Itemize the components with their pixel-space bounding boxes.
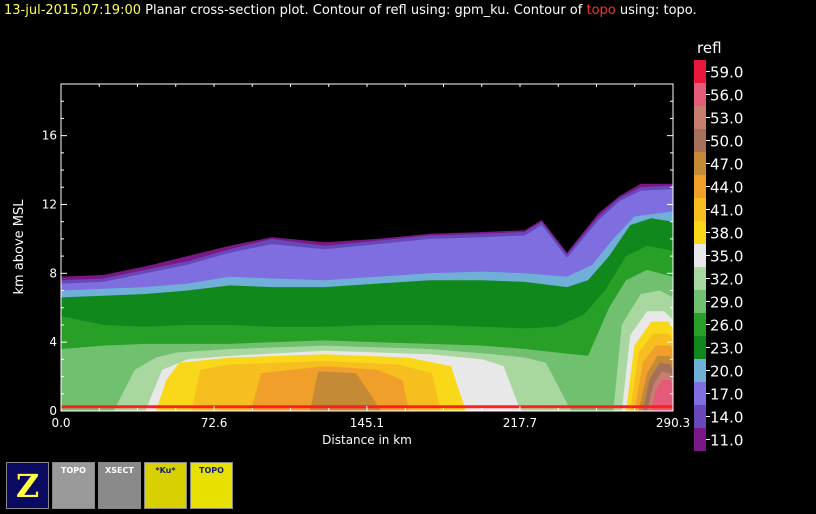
x-tick-label: 72.6	[201, 416, 228, 430]
legend-label: 47.0	[710, 156, 743, 174]
y-tick-label: 0	[49, 404, 57, 418]
legend-label: 23.0	[710, 340, 743, 358]
legend-swatch	[694, 428, 706, 451]
legend-swatch	[694, 152, 706, 175]
gpm-ku-xsect-button[interactable]: *Ku*	[144, 462, 187, 509]
legend-swatch	[694, 175, 706, 198]
gpm-ku-xsect-icon: *Ku*	[155, 466, 176, 475]
y-tick-label: 8	[49, 266, 57, 280]
legend-swatch	[694, 129, 706, 152]
x-tick-label: 0.0	[51, 416, 70, 430]
z-logo-icon: Z	[15, 467, 40, 505]
title-text-2: using: topo.	[615, 3, 697, 18]
legend-title: refl	[697, 39, 722, 57]
timestamp: 13-jul-2015,07:19:00	[4, 3, 141, 18]
y-tick-label: 4	[49, 335, 57, 349]
legend-label: 41.0	[710, 202, 743, 220]
refl-band-44.0	[61, 345, 673, 411]
legend-swatch	[694, 221, 706, 244]
x-tick-label: 217.7	[503, 416, 537, 430]
legend-label: 17.0	[710, 386, 743, 404]
toolbar: Z TOPO XSECT *Ku* TOPO	[6, 462, 233, 509]
legend-label: 56.0	[710, 87, 743, 105]
legend-label: 11.0	[710, 432, 743, 450]
legend-label: 14.0	[710, 409, 743, 427]
x-axis-label: Distance in km	[322, 433, 412, 447]
refl-band-47.0	[61, 355, 673, 411]
legend-label: 29.0	[710, 294, 743, 312]
topo-word: topo	[586, 3, 616, 18]
legend-label: 20.0	[710, 363, 743, 381]
legend-label: 32.0	[710, 271, 743, 289]
plot-title: 13-jul-2015,07:19:00 Planar cross-sectio…	[4, 3, 697, 18]
legend-swatch	[694, 359, 706, 382]
legend-label: 53.0	[710, 110, 743, 128]
legend-label: 50.0	[710, 133, 743, 151]
topo-xsect-button[interactable]: TOPO	[52, 462, 95, 509]
y-tick-label: 12	[42, 197, 57, 211]
legend-label: 26.0	[710, 317, 743, 335]
legend-label: 44.0	[710, 179, 743, 197]
legend-swatch	[694, 198, 706, 221]
legend-swatch	[694, 267, 706, 290]
legend-swatch	[694, 106, 706, 129]
topo-xsect-active-button[interactable]: TOPO	[190, 462, 233, 509]
z-button[interactable]: Z	[6, 462, 49, 509]
cross-section-chart: 0.0 72.6 145.1 217.7 290.3 0 4 8 12 16 Distance i…	[12, 39, 743, 451]
legend-swatch	[694, 83, 706, 106]
y-axis-label: km above MSL	[12, 199, 27, 295]
legend-swatch	[694, 405, 706, 428]
x-tick-label: 290.3	[656, 416, 690, 430]
legend-label: 35.0	[710, 248, 743, 266]
legend-swatch	[694, 336, 706, 359]
topo-xsect-active-icon: TOPO	[199, 466, 224, 475]
legend-swatch	[694, 313, 706, 336]
x-tick-label: 145.1	[350, 416, 384, 430]
xsect-nex-button[interactable]: XSECT	[98, 462, 141, 509]
topo-xsect-icon: TOPO	[61, 466, 86, 475]
legend-swatch	[694, 60, 706, 83]
xsect-nex-icon: XSECT	[105, 466, 134, 475]
y-tick-label: 16	[42, 129, 57, 143]
title-text: Planar cross-section plot. Contour of re…	[141, 3, 587, 18]
legend-swatch	[694, 382, 706, 405]
legend-label: 38.0	[710, 225, 743, 243]
legend-label: 59.0	[710, 64, 743, 82]
legend-swatch	[694, 244, 706, 267]
legend-swatch	[694, 290, 706, 313]
